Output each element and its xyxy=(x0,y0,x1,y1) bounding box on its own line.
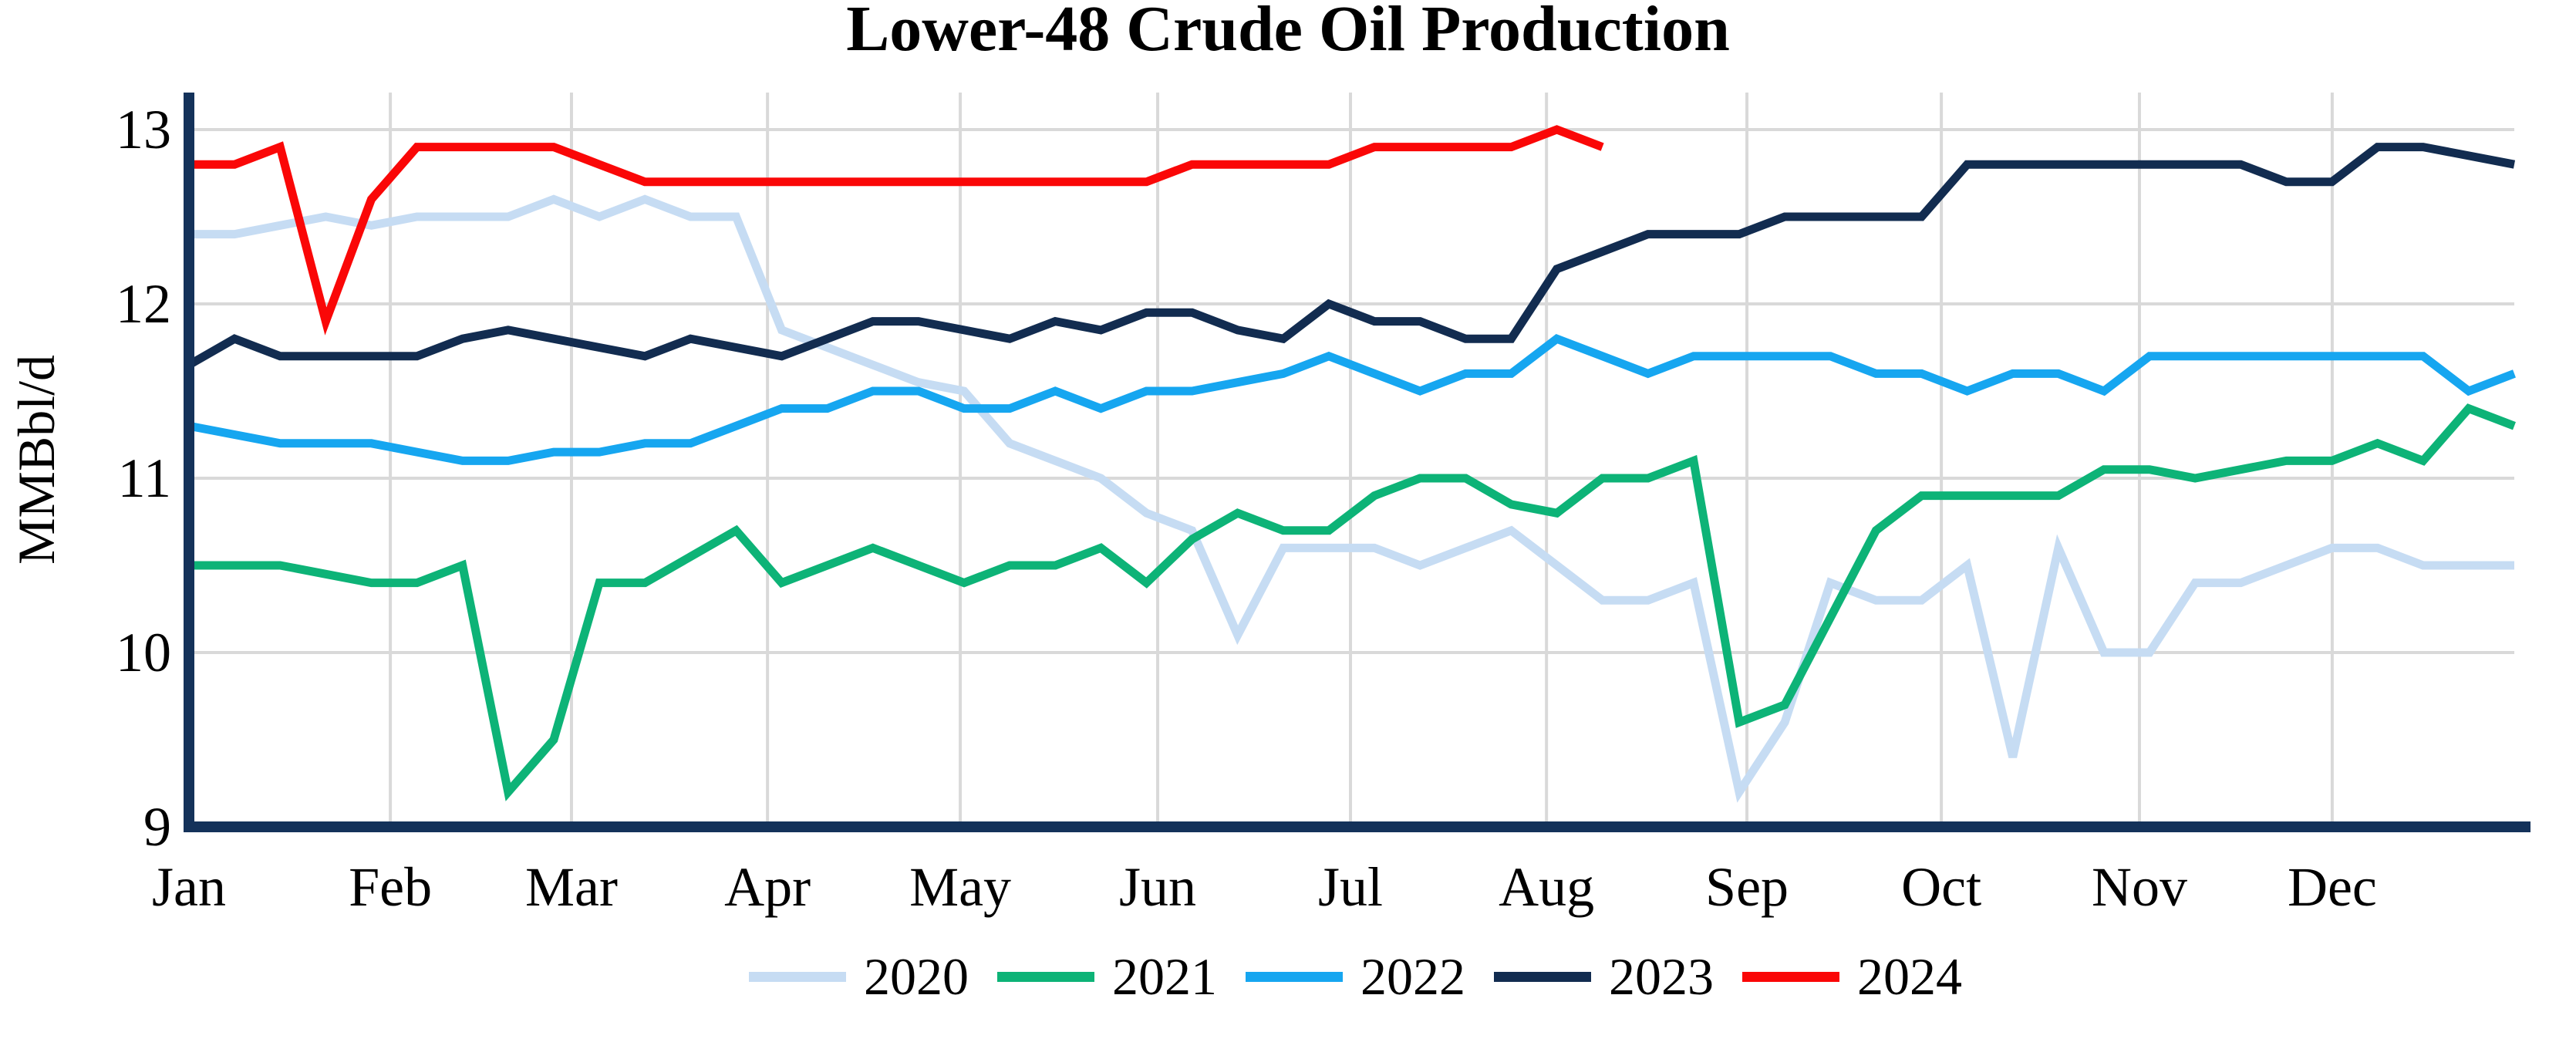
legend-label-2021: 2021 xyxy=(1112,947,1217,1006)
legend-label-2020: 2020 xyxy=(864,947,969,1006)
legend-swatch-2021 xyxy=(997,971,1094,982)
x-tick-label-dec: Dec xyxy=(2287,856,2377,918)
legend-item-2022: 2022 xyxy=(1246,949,1465,1004)
chart-title: Lower-48 Crude Oil Production xyxy=(846,0,1730,65)
y-tick-label-11: 11 xyxy=(117,447,171,509)
x-tick-label-mar: Mar xyxy=(524,856,618,918)
series-line-2024 xyxy=(189,125,1604,336)
series-lines xyxy=(187,125,2516,803)
series-line-2020 xyxy=(189,194,2514,803)
vertical-gridlines xyxy=(389,93,2334,827)
x-tick-label-aug: Aug xyxy=(1499,856,1595,918)
series-line-2022 xyxy=(187,333,2516,465)
x-tick-label-nov: Nov xyxy=(2091,856,2187,918)
legend-swatch-2023 xyxy=(1494,971,1591,982)
x-tick-label-may: May xyxy=(909,856,1012,918)
y-tick-label-10: 10 xyxy=(116,622,171,683)
legend-label-2023: 2023 xyxy=(1609,947,1714,1006)
legend-label-2024: 2024 xyxy=(1857,947,1962,1006)
x-tick-label-jul: Jul xyxy=(1317,856,1383,918)
y-tick-label-12: 12 xyxy=(116,273,171,335)
x-tick-label-feb: Feb xyxy=(349,856,433,918)
legend-label-2022: 2022 xyxy=(1360,947,1465,1006)
legend-swatch-2020 xyxy=(749,971,846,982)
axis-spines xyxy=(184,93,2530,832)
x-tick-label-oct: Oct xyxy=(1901,856,1982,918)
x-tick-label-sep: Sep xyxy=(1705,856,1789,918)
legend-item-2020: 2020 xyxy=(749,949,969,1004)
series-line-2023 xyxy=(187,143,2516,369)
legend: 2020 2021 2022 2023 2024 xyxy=(0,944,2576,1009)
legend-swatch-2022 xyxy=(1246,971,1343,982)
legend-item-2021: 2021 xyxy=(997,949,1217,1004)
series-line-2021 xyxy=(189,403,2516,801)
x-tick-label-jan: Jan xyxy=(152,856,226,918)
x-tick-label-jun: Jun xyxy=(1119,856,1197,918)
y-tick-label-13: 13 xyxy=(116,99,171,160)
legend-item-2024: 2024 xyxy=(1742,949,1962,1004)
x-tick-label-apr: Apr xyxy=(724,856,811,918)
y-tick-label-9: 9 xyxy=(143,796,171,858)
legend-swatch-2024 xyxy=(1742,971,1839,982)
legend-item-2023: 2023 xyxy=(1494,949,1714,1004)
